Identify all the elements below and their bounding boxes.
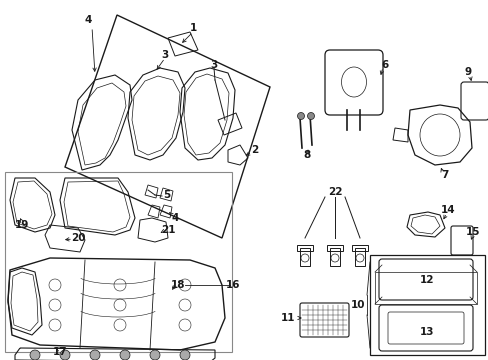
Circle shape (307, 112, 314, 120)
Text: 4: 4 (171, 213, 178, 223)
Text: 15: 15 (465, 227, 479, 237)
Text: 17: 17 (53, 347, 67, 357)
Text: 6: 6 (381, 60, 388, 70)
Bar (5, 172, 231, 352)
Text: 20: 20 (71, 233, 85, 243)
Text: 7: 7 (440, 170, 448, 180)
Text: 19: 19 (15, 220, 29, 230)
Text: 18: 18 (170, 280, 185, 290)
Text: 21: 21 (161, 225, 175, 235)
Text: 3: 3 (161, 50, 168, 60)
Text: 1: 1 (189, 23, 196, 33)
Text: 3: 3 (210, 60, 217, 70)
Circle shape (120, 350, 130, 360)
Text: 14: 14 (440, 205, 454, 215)
Text: 10: 10 (350, 300, 364, 310)
Circle shape (297, 112, 304, 120)
Text: 4: 4 (84, 15, 92, 25)
Text: 8: 8 (303, 150, 310, 160)
Circle shape (60, 350, 70, 360)
Circle shape (150, 350, 160, 360)
Circle shape (30, 350, 40, 360)
Text: 13: 13 (419, 327, 433, 337)
Circle shape (180, 350, 190, 360)
Text: 5: 5 (163, 190, 170, 200)
Text: 11: 11 (280, 313, 294, 323)
Text: 16: 16 (225, 280, 240, 290)
Bar (369, 255, 484, 355)
Text: 9: 9 (464, 67, 470, 77)
Text: 22: 22 (327, 187, 342, 197)
Text: 2: 2 (251, 145, 258, 155)
Text: 12: 12 (419, 275, 433, 285)
Circle shape (90, 350, 100, 360)
